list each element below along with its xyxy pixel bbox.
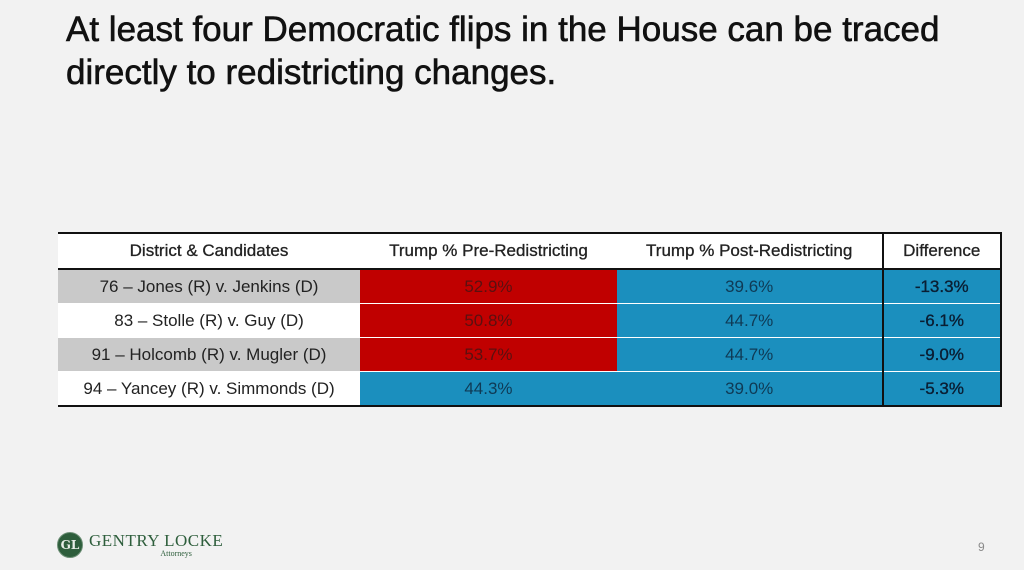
pre-cell: 50.8% [360,303,617,338]
difference-cell: -9.0% [881,337,1002,372]
difference-cell: -6.1% [881,303,1002,338]
difference-cell: -5.3% [881,371,1002,407]
district-cell: 83 – Stolle (R) v. Guy (D) [58,303,361,338]
table-row: 94 – Yancey (R) v. Simmonds (D) 44.3% 39… [58,371,1002,407]
post-cell: 44.7% [616,337,883,372]
table-row: 83 – Stolle (R) v. Guy (D) 50.8% 44.7% -… [58,303,1002,338]
post-cell: 39.0% [616,371,883,407]
pre-cell: 44.3% [360,371,617,407]
difference-cell: -13.3% [881,269,1002,304]
logo-mark-icon: GL [57,532,83,558]
pre-cell: 52.9% [360,269,617,304]
header-difference: Difference [881,232,1002,270]
logo-name: GENTRY LOCKE [89,530,224,550]
post-cell: 39.6% [616,269,883,304]
table-header-row: District & Candidates Trump % Pre-Redist… [58,232,1002,270]
page-number: 9 [978,540,985,554]
slide-title: At least four Democratic flips in the Ho… [66,10,940,93]
header-pre-redistricting: Trump % Pre-Redistricting [360,232,617,270]
redistricting-table: District & Candidates Trump % Pre-Redist… [58,232,1002,407]
gentry-locke-logo: GL GENTRY LOCKE Attorneys [57,528,223,562]
logo-subtitle: Attorneys [160,548,192,558]
district-cell: 76 – Jones (R) v. Jenkins (D) [58,269,361,304]
table-row: 76 – Jones (R) v. Jenkins (D) 52.9% 39.6… [58,269,1002,304]
header-district: District & Candidates [58,232,361,270]
pre-cell: 53.7% [360,337,617,372]
district-cell: 91 – Holcomb (R) v. Mugler (D) [58,337,361,372]
post-cell: 44.7% [616,303,883,338]
table-row: 91 – Holcomb (R) v. Mugler (D) 53.7% 44.… [58,337,1002,372]
logo-text: GENTRY LOCKE Attorneys [89,532,223,559]
district-cell: 94 – Yancey (R) v. Simmonds (D) [58,371,361,407]
header-post-redistricting: Trump % Post-Redistricting [616,232,883,270]
